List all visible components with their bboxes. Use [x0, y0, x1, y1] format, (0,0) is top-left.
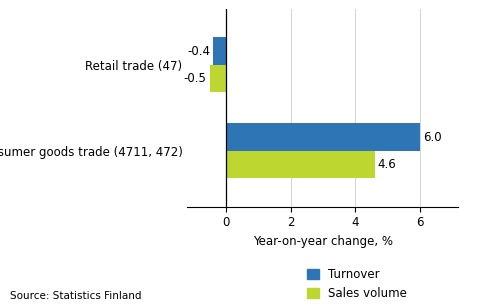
Bar — [226, 151, 375, 178]
Text: Source: Statistics Finland: Source: Statistics Finland — [10, 291, 141, 301]
Bar — [210, 65, 226, 92]
Legend: Turnover, Sales volume: Turnover, Sales volume — [307, 268, 407, 300]
Text: 6.0: 6.0 — [423, 131, 442, 143]
Text: 4.6: 4.6 — [378, 158, 396, 171]
Bar — [226, 123, 420, 151]
Text: -0.4: -0.4 — [187, 45, 210, 58]
Text: -0.5: -0.5 — [184, 72, 207, 85]
Bar — [213, 37, 226, 65]
X-axis label: Year-on-year change, %: Year-on-year change, % — [253, 235, 393, 248]
